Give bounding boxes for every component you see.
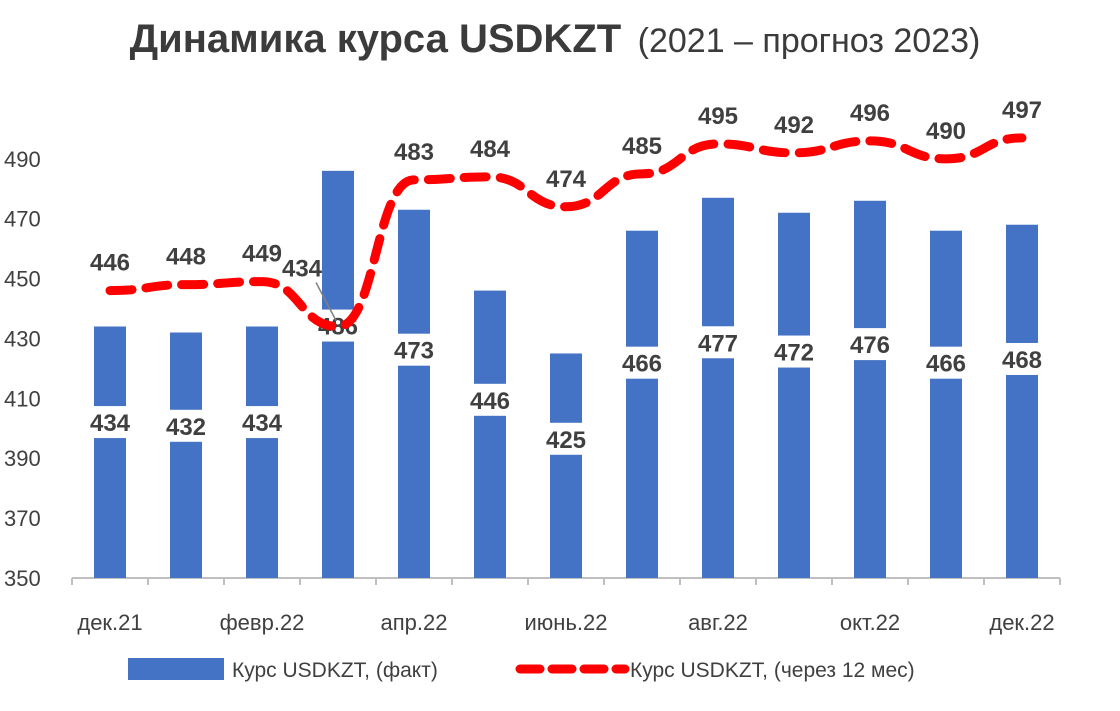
bar-data-label: 477	[698, 330, 738, 357]
bar	[1006, 224, 1038, 578]
x-tick-label: дек.21	[77, 610, 142, 635]
y-tick-label: 430	[4, 326, 41, 351]
bar-label-bg	[237, 406, 287, 439]
bar-label-bg	[769, 335, 819, 368]
bar-data-label: 473	[394, 338, 434, 365]
y-tick-label: 490	[4, 147, 41, 172]
line-series-path	[105, 133, 1027, 332]
y-tick-label: 410	[4, 386, 41, 411]
bar	[170, 332, 202, 578]
bar-label-bg	[541, 422, 591, 455]
y-tick-label: 390	[4, 446, 41, 471]
bar	[94, 326, 126, 578]
legend-line-label: Курс USDKZT, (через 12 мес)	[630, 659, 915, 682]
x-tick-label: февр.22	[220, 610, 305, 635]
y-tick-label: 470	[4, 207, 41, 232]
line-data-label: 490	[926, 118, 966, 145]
x-tick-label: апр.22	[381, 610, 448, 635]
bar-series	[94, 170, 1038, 578]
leader-line	[315, 282, 337, 321]
bar-label-bg	[997, 342, 1047, 375]
line-data-label: 495	[698, 103, 738, 130]
bar-data-label: 468	[1002, 347, 1042, 374]
y-tick-label: 450	[4, 267, 41, 292]
bar-data-label: 425	[546, 427, 586, 454]
bar	[854, 200, 886, 578]
line-data-label: 496	[850, 100, 890, 127]
line-data-label: 485	[622, 133, 662, 160]
line-data-label: 492	[774, 112, 814, 139]
line-data-label: 446	[90, 250, 130, 277]
bar-data-label: 472	[774, 340, 814, 367]
bar-data-label: 434	[90, 410, 131, 437]
bar-data-label: 476	[850, 332, 890, 359]
bar	[246, 326, 278, 578]
bar-data-label: 466	[622, 351, 662, 378]
chart-title: Динамика курса USDKZT	[130, 17, 622, 61]
bar	[550, 353, 582, 578]
line-data-label: 474	[546, 166, 587, 193]
bar-data-label: 432	[166, 414, 206, 441]
chart-title-block: Динамика курса USDKZT (2021 – прогноз 20…	[130, 17, 981, 61]
legend-bar-swatch	[128, 658, 224, 680]
line-series	[105, 133, 1027, 332]
x-tick-label: июнь.22	[525, 610, 608, 635]
line-data-label: 497	[1002, 97, 1042, 124]
bar-label-bg	[389, 333, 439, 366]
bar-label-bg	[693, 326, 743, 359]
bar	[474, 290, 506, 578]
legend-bar-label: Курс USDKZT, (факт)	[232, 659, 438, 682]
chart-subtitle: (2021 – прогноз 2023)	[638, 22, 981, 60]
bar-label-bg	[85, 406, 135, 439]
x-tick-label: окт.22	[840, 610, 900, 635]
y-tick-label: 350	[4, 566, 41, 591]
bar	[626, 230, 658, 578]
bar	[702, 197, 734, 578]
bar	[778, 212, 810, 578]
bar	[930, 230, 962, 578]
y-axis: 350 370 390 410 430 450 470 490	[4, 147, 41, 591]
bar-label-bg	[465, 383, 515, 416]
bar-label-bg	[161, 409, 211, 442]
bar-label-bg	[921, 346, 971, 379]
bar-label-bg	[617, 346, 667, 379]
line-data-label: 448	[166, 244, 206, 271]
bar-data-label: 466	[926, 351, 966, 378]
line-data-label: 484	[470, 136, 511, 163]
bar-label-bg	[845, 328, 895, 361]
bar-data-label: 434	[242, 410, 283, 437]
x-axis: дек.21 февр.22 апр.22 июнь.22 авг.22 окт.22 де…	[71, 577, 1061, 635]
line-data-label: 434	[282, 256, 323, 283]
x-tick-label: дек.22	[989, 610, 1054, 635]
bar	[398, 209, 430, 578]
x-tick-label: авг.22	[688, 610, 748, 635]
y-tick-label: 370	[4, 506, 41, 531]
bar-data-label: 446	[470, 388, 510, 415]
line-data-label: 483	[394, 139, 434, 166]
line-data-label: 449	[242, 241, 282, 268]
bar	[322, 170, 354, 578]
legend: Курс USDKZT, (факт) Курс USDKZT, (через 1…	[128, 658, 915, 682]
